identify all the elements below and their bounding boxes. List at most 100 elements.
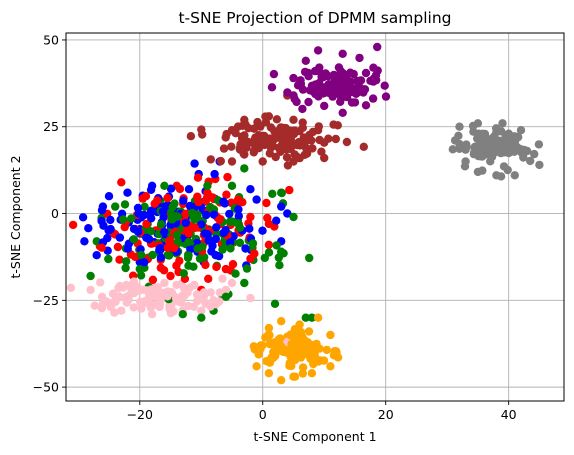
scatter-point [86,286,94,294]
y-axis-label: t-SNE Component 2 [8,155,23,278]
scatter-point [273,115,281,123]
scatter-point [324,135,332,143]
scatter-point [307,136,315,144]
scatter-point [449,145,457,153]
scatter-point [198,130,206,138]
scatter-point [176,185,184,193]
scatter-point [262,199,270,207]
scatter-point [217,157,225,165]
scatter-point [277,317,285,325]
scatter-point [504,166,512,174]
scatter-point [302,144,310,152]
scatter-point [299,333,307,341]
scatter-point [280,142,288,150]
scatter-point [148,182,156,190]
scatter-point [250,342,258,350]
scatter-point [207,247,215,255]
scatter-point [266,359,274,367]
scatter-point [168,214,176,222]
scatter-point [343,138,351,146]
scatter-point [91,302,99,310]
scatter-point [67,284,75,292]
scatter-point [105,192,113,200]
y-tick-label: −25 [33,293,59,308]
scatter-point [305,254,313,262]
scatter-point [160,279,168,287]
scatter-point [84,224,92,232]
scatter-point [190,159,198,167]
scatter-point [535,161,543,169]
scatter-point [98,244,106,252]
scatter-point [167,309,175,317]
scatter-point [207,155,215,163]
scatter-point [272,241,280,249]
scatter-point [291,373,299,381]
scatter-point [147,289,155,297]
scatter-point [311,350,319,358]
scatter-point [228,157,236,165]
scatter-point [252,362,260,370]
scatter-point [212,263,220,271]
scatter-point [355,54,363,62]
chart-title: t-SNE Projection of DPMM sampling [178,9,451,27]
scatter-point [323,346,331,354]
scatter-point [228,279,236,287]
scatter-point [294,81,302,89]
scatter-point [382,92,390,100]
scatter-point [265,324,273,332]
scatter-point [299,124,307,132]
scatter-point [173,297,181,305]
scatter-point [225,210,233,218]
scatter-point [284,161,292,169]
scatter-point [320,102,328,110]
scatter-point [346,87,354,95]
scatter-point [478,137,486,145]
scatter-point [474,119,482,127]
x-tick-label: 0 [259,407,267,422]
scatter-point [275,261,283,269]
scatter-point [156,300,164,308]
scatter-point [240,164,248,172]
y-tick-label: 50 [43,32,59,47]
scatter-point [202,211,210,219]
scatter-point [277,342,285,350]
scatter-point [157,245,165,253]
scatter-point [127,285,135,293]
scatter-point [326,331,334,339]
scatter-point [104,255,112,263]
scatter-point [221,199,229,207]
scatter-point [268,83,276,91]
y-tick-label: 25 [43,119,59,134]
scatter-point [240,131,248,139]
scatter-point [250,249,258,257]
scatter-point [292,152,300,160]
scatter-point [243,264,251,272]
scatter-point [276,334,284,342]
scatter-point [234,205,242,213]
scatter-point [474,149,482,157]
scatter-point [259,157,267,165]
scatter-point [86,272,94,280]
scatter-point [114,243,122,251]
scatter-point [492,171,500,179]
scatter-point [298,105,306,113]
y-tick-label: 0 [51,206,59,221]
scatter-point [265,369,273,377]
scatter-point [271,352,279,360]
scatter-point [332,348,340,356]
scatter-point [104,226,112,234]
scatter-point [226,217,234,225]
scatter-point [252,195,260,203]
scatter-point [119,215,127,223]
scatter-point [530,150,538,158]
scatter-point [245,225,253,233]
scatter-point [226,244,234,252]
scatter-point [163,292,171,300]
scatter-point [197,314,205,322]
scatter-point [305,327,313,335]
scatter-point [201,229,209,237]
scatter-point [314,314,322,322]
scatter-point [289,116,297,124]
scatter-point [80,237,88,245]
scatter-point [289,350,297,358]
